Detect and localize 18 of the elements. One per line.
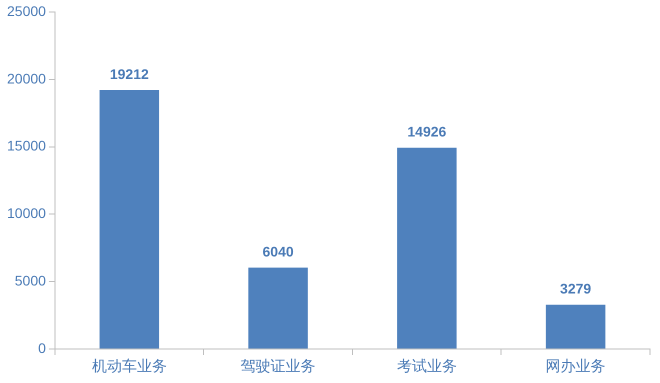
x-tick-label: 网办业务 — [546, 358, 606, 376]
bar — [248, 268, 308, 348]
x-tick-label: 考试业务 — [396, 358, 457, 376]
x-tick-label: 机动车业务 — [92, 358, 167, 376]
data-label: 3279 — [560, 280, 592, 297]
y-tick-label: 10000 — [6, 205, 46, 222]
data-label: 19212 — [110, 66, 149, 82]
y-tick-label: 15000 — [6, 138, 46, 154]
bar — [397, 148, 457, 348]
y-tick-label: 0 — [38, 340, 46, 356]
bar — [546, 304, 606, 348]
data-label: 6040 — [262, 243, 294, 260]
y-tick-label: 20000 — [6, 70, 46, 86]
bar — [100, 90, 160, 348]
data-label: 14926 — [407, 124, 447, 140]
x-tick-label: 驾驶证业务 — [240, 358, 316, 376]
y-tick-label: 5000 — [14, 272, 46, 288]
y-tick-label: 25000 — [6, 2, 46, 19]
